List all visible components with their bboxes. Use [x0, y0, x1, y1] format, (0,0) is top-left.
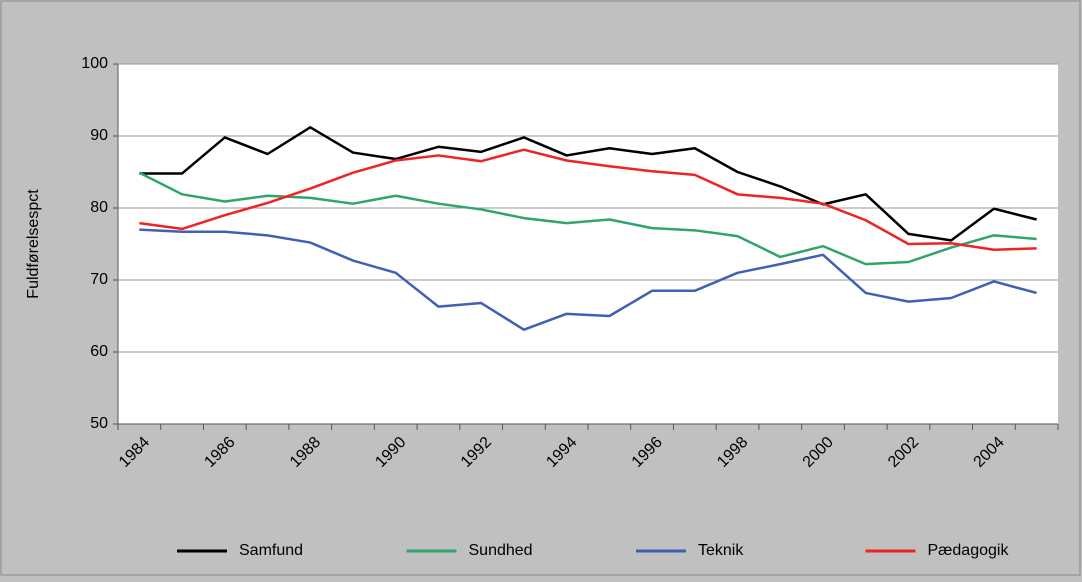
plot-area	[118, 64, 1058, 424]
legend-label: Sundhed	[469, 542, 533, 559]
series-line	[139, 126, 1037, 242]
y-tick-label: 80	[90, 199, 108, 216]
y-tick-label: 50	[90, 415, 108, 432]
series-line	[139, 228, 1037, 331]
legend-label: Pædagogik	[928, 542, 1010, 559]
y-tick-label: 90	[90, 127, 108, 144]
y-tick-label: 60	[90, 343, 108, 360]
legend-label: Teknik	[698, 542, 744, 559]
series-line	[139, 148, 1037, 252]
y-tick-label: 100	[81, 55, 108, 72]
y-tick-label: 70	[90, 271, 108, 288]
legend-label: Samfund	[239, 542, 303, 559]
y-axis-label: Fuldførelsespct	[25, 189, 42, 299]
